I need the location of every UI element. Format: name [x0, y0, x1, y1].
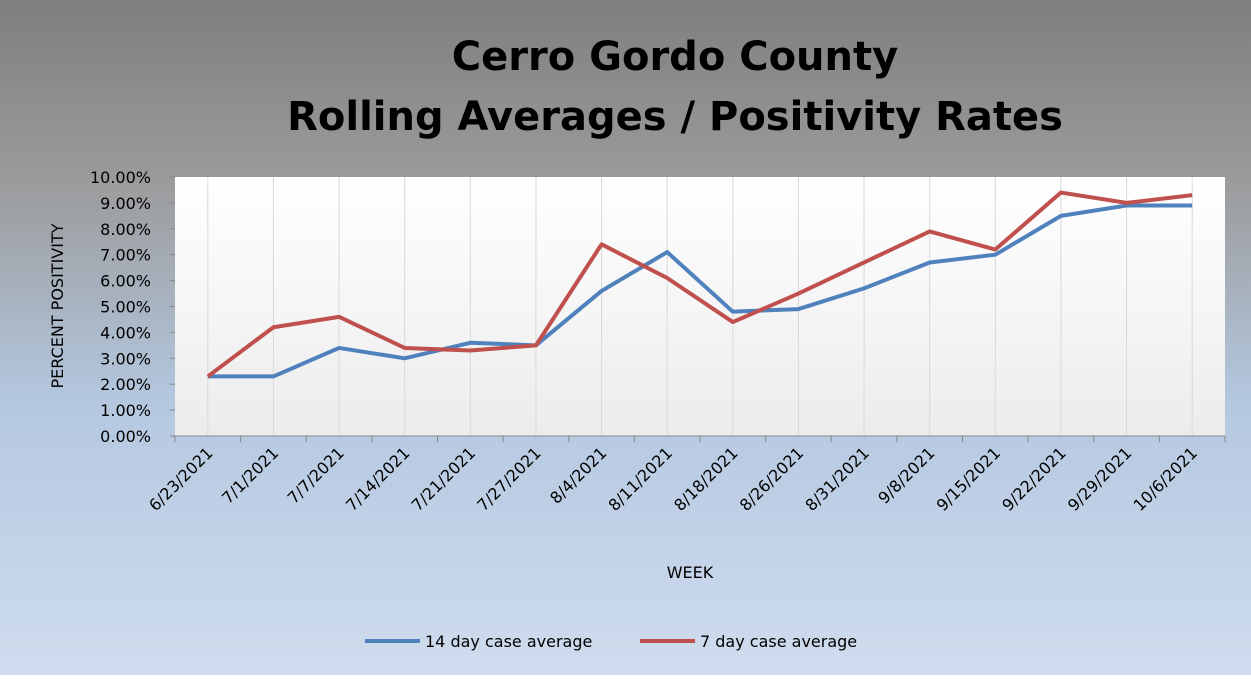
chart-title: Cerro Gordo County — [452, 34, 898, 80]
y-tick-label: 6.00% — [100, 272, 151, 291]
y-tick-label: 1.00% — [100, 401, 151, 420]
legend-label: 14 day case average — [425, 632, 592, 651]
x-axis-label: WEEK — [667, 563, 714, 582]
series-line — [206, 190, 1193, 379]
y-tick-label: 7.00% — [100, 246, 151, 265]
legend-label: 7 day case average — [700, 632, 857, 651]
y-tick-label: 5.00% — [100, 298, 151, 317]
y-tick-label: 3.00% — [100, 349, 151, 368]
chart-title: Rolling Averages / Positivity Rates — [287, 94, 1063, 140]
y-tick-label: 8.00% — [100, 220, 151, 239]
y-axis-label: PERCENT POSITIVITY — [48, 223, 67, 388]
y-tick-label: 2.00% — [100, 375, 151, 394]
series-line — [207, 203, 1193, 379]
y-tick-label: 9.00% — [100, 194, 151, 213]
y-tick-label: 0.00% — [100, 427, 151, 446]
y-tick-label: 4.00% — [100, 323, 151, 342]
y-tick-label: 10.00% — [90, 168, 151, 187]
